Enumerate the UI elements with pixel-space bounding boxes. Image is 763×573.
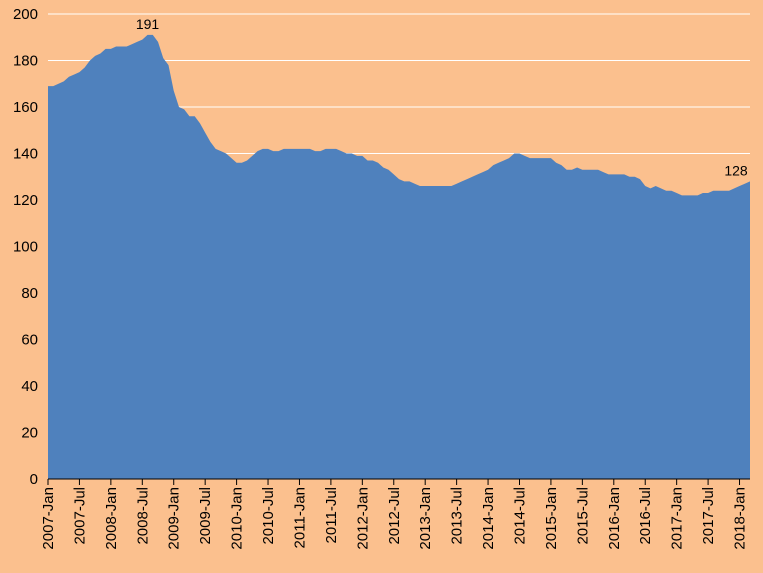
y-tick-label: 140 xyxy=(13,146,38,163)
area xyxy=(48,34,750,480)
y-tick-label: 120 xyxy=(13,192,38,209)
x-tick-label: 2014-Jan xyxy=(480,487,497,550)
x-tick-label: 2007-Jul xyxy=(71,487,88,545)
x-tick-label: 2011-Jan xyxy=(291,487,308,548)
x-tick-label: 2015-Jan xyxy=(543,487,560,550)
x-tick-label: 2012-Jul xyxy=(386,487,403,545)
x-tick-label: 2017-Jul xyxy=(700,487,717,545)
y-tick-label: 60 xyxy=(21,332,38,349)
x-tick-label: 2016-Jan xyxy=(606,487,623,550)
y-tick-label: 160 xyxy=(13,99,38,116)
x-tick-label: 2010-Jul xyxy=(260,487,277,545)
x-tick-label: 2016-Jul xyxy=(637,487,654,545)
x-tick-label: 2009-Jan xyxy=(166,487,183,550)
data-label: 191 xyxy=(136,16,160,32)
x-tick-label: 2007-Jan xyxy=(40,487,57,550)
x-tick-label: 2017-Jan xyxy=(669,487,686,550)
x-tick-label: 2018-Jan xyxy=(732,487,749,550)
y-tick-label: 80 xyxy=(21,285,38,302)
x-tick-label: 2008-Jul xyxy=(134,487,151,545)
x-tick-label: 2011-Jul xyxy=(323,487,340,543)
x-tick-label: 2008-Jan xyxy=(103,487,120,550)
x-tick-label: 2013-Jan xyxy=(417,487,434,550)
x-tick-label: 2013-Jul xyxy=(449,487,466,545)
x-tick-label: 2010-Jan xyxy=(229,487,246,550)
x-tick-label: 2012-Jan xyxy=(354,487,371,550)
x-tick-label: 2015-Jul xyxy=(574,487,591,545)
y-tick-label: 100 xyxy=(13,239,38,256)
y-tick-label: 40 xyxy=(21,378,38,395)
x-tick-label: 2014-Jul xyxy=(511,487,528,545)
x-tick-label: 2009-Jul xyxy=(197,487,214,545)
y-tick-label: 200 xyxy=(13,6,38,23)
y-tick-label: 0 xyxy=(30,471,38,488)
y-tick-label: 180 xyxy=(13,53,38,70)
data-label: 128 xyxy=(724,162,748,178)
y-tick-label: 20 xyxy=(21,425,38,442)
